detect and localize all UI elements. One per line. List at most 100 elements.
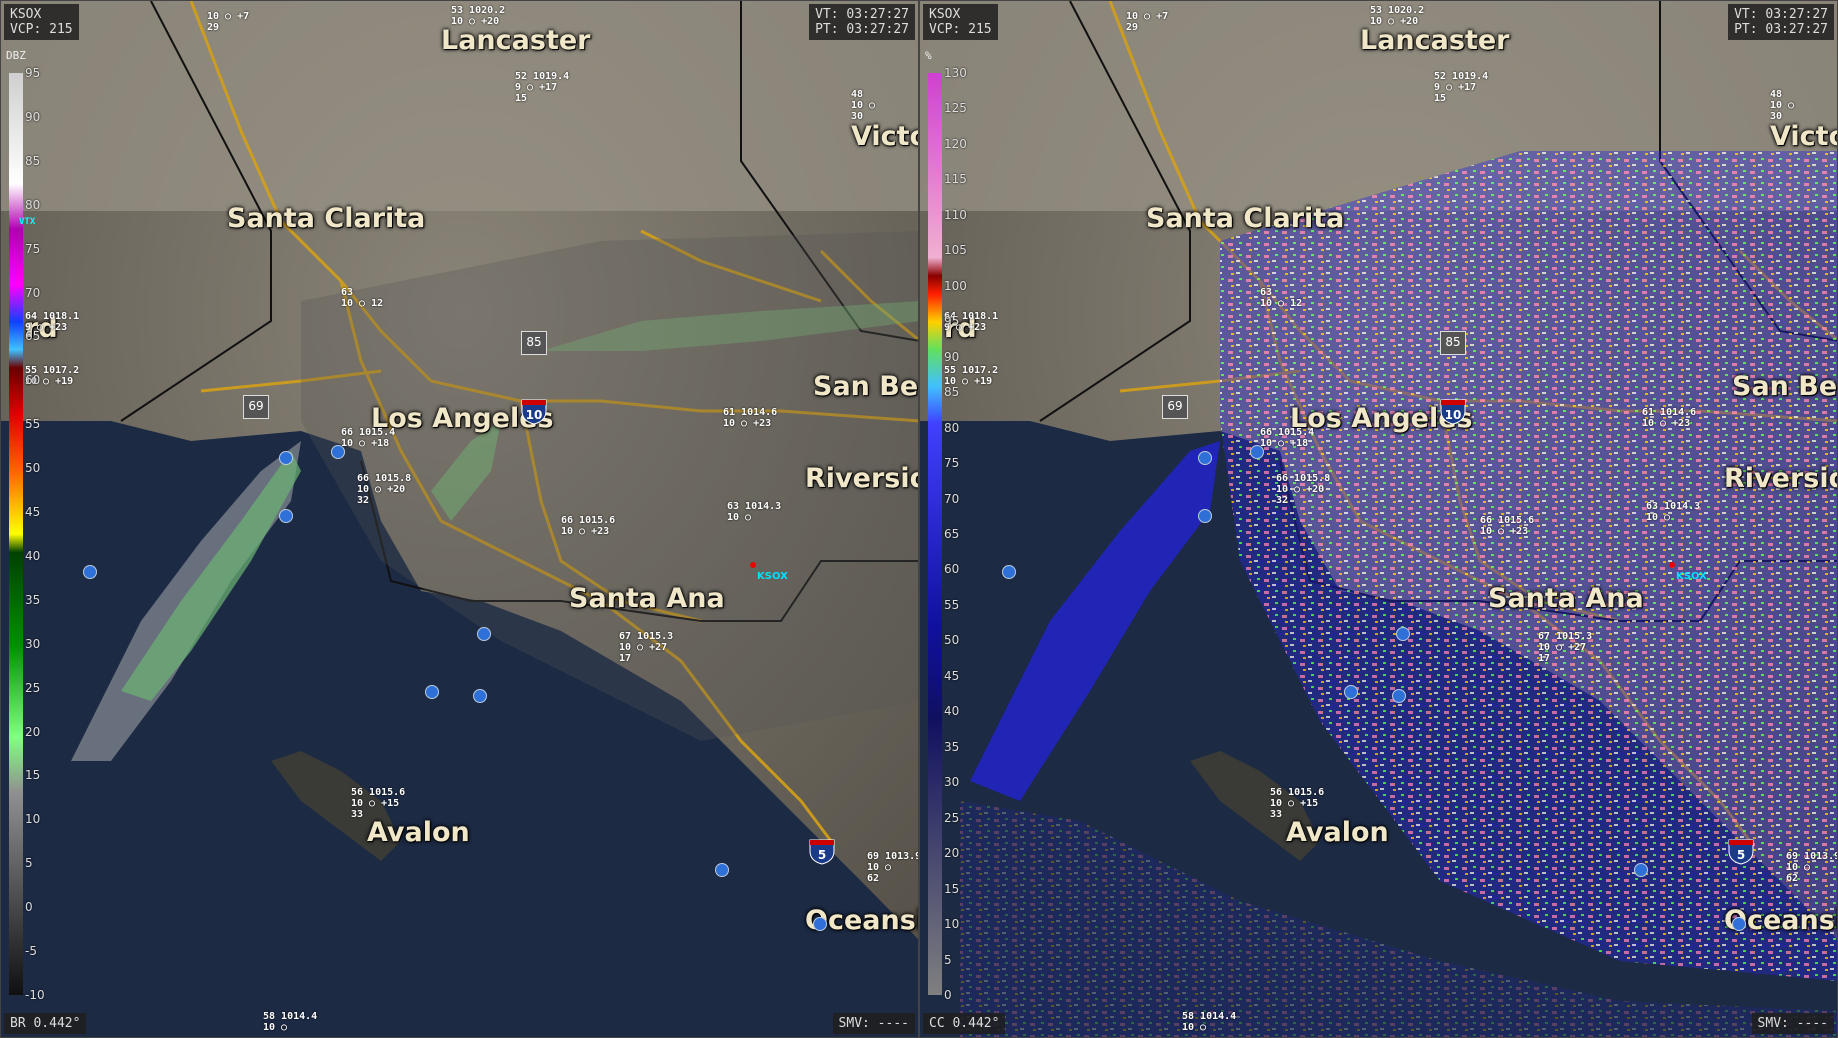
station-obs-victorville[interactable]: 48 10 ○ 30 [851,89,876,122]
interstate-10-shield: 10 [521,399,547,425]
legend-tick: 0 [25,900,33,915]
color-legend-left[interactable]: DBZ [3,49,47,1002]
city-santa-clarita: Santa Clarita [1146,203,1345,234]
station-obs-santa-ana[interactable]: 67 1015.3 10 ○ +27 17 [1538,631,1593,664]
legend-tick: 85 [944,385,960,400]
buoy-icon[interactable] [279,451,293,465]
station-obs-oceanside[interactable]: 69 1013.9 10 ○ 62 [1786,851,1838,884]
buoy-icon[interactable] [83,565,97,579]
product-time: PT: 03:27:27 [815,22,909,37]
time-info-box: VT: 03:27:27 PT: 03:27:27 [809,4,915,40]
legend-tick: 35 [944,739,960,754]
station-obs-victorville[interactable]: 48 10 ○ 30 [1770,89,1795,122]
vcp-label: VCP: 215 [10,22,73,37]
station-obs-camarillo[interactable]: 55 1017.2 10 ○ +19 [944,365,999,387]
station-obs-avalon[interactable]: 56 1015.6 10 ○ +15 33 [1270,787,1325,820]
legend-tick: 40 [944,704,960,719]
radar-info-box: KSOX VCP: 215 [923,4,998,40]
base-map-left[interactable] [1,1,919,1038]
station-obs-top[interactable]: 10 ○ +7 29 [207,11,250,33]
legend-tick: 75 [25,241,41,256]
city-avalon: Avalon [367,817,470,848]
station-obs-fullerton[interactable]: 66 1015.6 10 ○ +23 [1480,515,1535,537]
city-riverside: Riversid [1724,463,1838,494]
desert [1,1,918,211]
product-label[interactable]: BR 0.442° [4,1013,87,1034]
city-oxnard-partial: rd [25,313,58,344]
radar-pane-right[interactable]: KSOX VCP: 215 VT: 03:27:27 PT: 03:27:27 … [919,0,1838,1038]
base-map-right[interactable] [920,1,1838,1038]
station-obs-lax[interactable]: 66 1015.8 10 ○ +20 32 [357,473,412,506]
legend-tick: 55 [944,597,960,612]
station-obs-palmdale[interactable]: 52 1019.4 9 ○ +17 15 [515,71,570,104]
station-obs-oceanside[interactable]: 69 1013.9 10 ○ 62 [867,851,919,884]
station-obs-oxnard[interactable]: 64 1018.1 9 ○ +23 [25,311,80,333]
buoy-icon[interactable] [1344,685,1358,699]
station-obs-palmdale[interactable]: 52 1019.4 9 ○ +17 15 [1434,71,1489,104]
buoy-icon[interactable] [331,445,345,459]
radar-site-dot[interactable] [750,562,756,568]
station-obs-riverside[interactable]: 63 1014.3 10 ○ [1646,501,1701,523]
station-obs-la[interactable]: 66 1015.4 10 ○ +18 [341,427,396,449]
station-obs-avalon[interactable]: 56 1015.6 10 ○ +15 33 [351,787,406,820]
city-oxnard-partial: rd [944,313,977,344]
legend-tick: 0 [944,988,952,1002]
radar-pane-left[interactable]: KSOX VCP: 215 VT: 03:27:27 PT: 03:27:27 … [0,0,919,1038]
buoy-icon[interactable] [279,509,293,523]
station-obs-la[interactable]: 66 1015.4 10 ○ +18 [1260,427,1315,449]
station-obs-fullerton[interactable]: 66 1015.6 10 ○ +23 [561,515,616,537]
buoy-icon[interactable] [715,863,729,877]
station-obs-lax[interactable]: 66 1015.8 10 ○ +20 32 [1276,473,1331,506]
shield-text: 5 [1737,848,1745,862]
legend-tick: 80 [25,197,41,212]
shield-text: 5 [818,848,826,862]
station-obs-lancaster[interactable]: 53 1020.2 10 ○ +20 [1370,5,1425,27]
legend-tick: 60 [944,562,960,577]
product-label[interactable]: CC 0.442° [923,1013,1006,1034]
station-obs-oxnard[interactable]: 64 1018.1 9 ○ +23 [944,311,999,333]
buoy-icon[interactable] [1634,863,1648,877]
station-obs-riverside[interactable]: 63 1014.3 10 ○ [727,501,782,523]
city-santa-ana: Santa Ana [1488,583,1644,614]
buoy-icon[interactable] [813,917,827,931]
product-time: PT: 03:27:27 [1734,22,1828,37]
buoy-icon[interactable] [1396,627,1410,641]
buoy-icon[interactable] [477,627,491,641]
legend-unit: % [925,49,932,62]
highways [189,1,918,842]
legend-tick: 90 [944,349,960,364]
legend-tick: 15 [25,768,41,783]
legend-tick: 5 [944,952,952,967]
buoy-icon[interactable] [1250,445,1264,459]
legend-unit: DBZ [6,49,26,62]
station-obs-top[interactable]: 10 ○ +7 29 [1126,11,1169,33]
buoy-icon[interactable] [425,685,439,699]
buoy-icon[interactable] [473,689,487,703]
legend-tick: 35 [25,592,41,607]
station-obs-ontario[interactable]: 61 1014.6 10 ○ +23 [1642,407,1697,429]
buoy-icon[interactable] [1732,917,1746,931]
buoy-icon[interactable] [1198,451,1212,465]
legend-colorbar [928,73,942,995]
buoy-icon[interactable] [1002,565,1016,579]
station-obs-bottom[interactable]: 58 1014.4 10 ○ [263,1011,318,1033]
legend-tick: 15 [944,881,960,896]
color-legend-right[interactable]: % 130 125 120 115 110 105 100 95 9 [922,49,967,1002]
station-obs-van-nuys[interactable]: 63 10 ○ 12 [1260,287,1303,309]
station-obs-santa-ana[interactable]: 67 1015.3 10 ○ +27 17 [619,631,674,664]
buoy-icon[interactable] [1198,509,1212,523]
route-85-sign: 85 [1440,331,1466,355]
legend-tick: 80 [944,420,960,435]
legend-tick: 45 [25,505,41,520]
catalina-island [1190,751,1320,861]
station-obs-ontario[interactable]: 61 1014.6 10 ○ +23 [723,407,778,429]
radar-echoes-right [960,151,1837,1037]
legend-tick: 90 [25,109,41,124]
radar-site-dot[interactable] [1669,562,1675,568]
station-obs-lancaster[interactable]: 53 1020.2 10 ○ +20 [451,5,506,27]
station-obs-bottom[interactable]: 58 1014.4 10 ○ [1182,1011,1237,1033]
station-obs-van-nuys[interactable]: 63 10 ○ 12 [341,287,384,309]
station-obs-camarillo[interactable]: 55 1017.2 10 ○ +19 [25,365,80,387]
route-85-sign: 85 [521,331,547,355]
buoy-icon[interactable] [1392,689,1406,703]
